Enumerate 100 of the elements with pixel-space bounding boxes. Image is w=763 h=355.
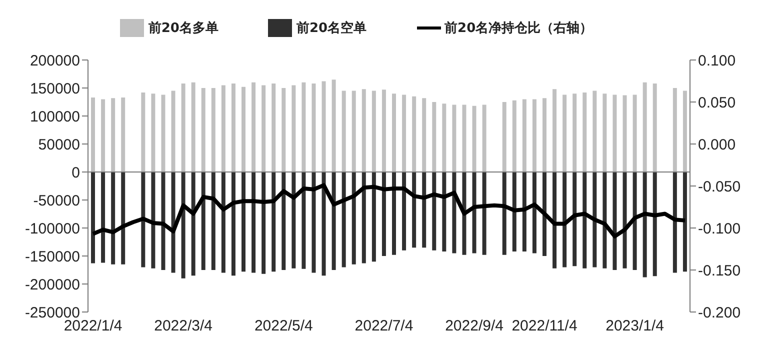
bar bbox=[221, 172, 226, 273]
bar bbox=[462, 104, 466, 172]
bar bbox=[472, 106, 476, 172]
bar bbox=[282, 88, 286, 172]
bar bbox=[632, 172, 637, 270]
bar bbox=[382, 90, 386, 172]
bar bbox=[272, 172, 276, 272]
y2-tick-label: -0.200 bbox=[698, 304, 741, 322]
bar bbox=[171, 90, 176, 172]
bar bbox=[502, 172, 506, 255]
bar bbox=[312, 84, 316, 172]
x-tick-label: 2022/5/4 bbox=[254, 318, 313, 335]
bar bbox=[612, 172, 617, 270]
bar bbox=[462, 172, 466, 255]
bar bbox=[602, 172, 607, 268]
x-tick-label: 2022/11/4 bbox=[512, 318, 578, 335]
bar bbox=[442, 172, 446, 252]
bar bbox=[231, 172, 236, 276]
bar bbox=[332, 172, 336, 270]
bar bbox=[472, 172, 476, 254]
bar bbox=[422, 98, 426, 172]
bar bbox=[282, 172, 286, 270]
bar bbox=[362, 89, 366, 172]
y-tick-label: 100000 bbox=[30, 108, 80, 126]
bar bbox=[141, 172, 146, 268]
bar bbox=[562, 94, 567, 172]
bar bbox=[151, 94, 156, 172]
bar bbox=[392, 94, 396, 172]
y-tick-label: -100000 bbox=[24, 220, 80, 238]
y-tick-label: 50000 bbox=[38, 136, 80, 154]
bar bbox=[482, 172, 486, 255]
bar bbox=[191, 172, 196, 276]
bar bbox=[211, 172, 216, 270]
bar bbox=[552, 172, 557, 268]
bar bbox=[682, 90, 687, 172]
bar bbox=[302, 172, 306, 269]
bar bbox=[121, 98, 126, 172]
bar bbox=[91, 98, 95, 172]
bar bbox=[161, 94, 166, 172]
bar bbox=[111, 172, 116, 264]
bar bbox=[181, 84, 186, 172]
bar bbox=[452, 104, 456, 172]
bar bbox=[542, 172, 546, 256]
bar bbox=[442, 104, 446, 172]
bar bbox=[542, 98, 546, 172]
x-tick-label: 2022/9/4 bbox=[445, 318, 504, 335]
bar bbox=[252, 82, 256, 172]
bar bbox=[171, 172, 176, 273]
bar bbox=[612, 94, 617, 172]
bar bbox=[242, 86, 246, 172]
legend-label: 前20名净持仓比（右轴） bbox=[444, 20, 593, 36]
bar bbox=[262, 172, 266, 274]
y-tick-label: 200000 bbox=[30, 52, 80, 70]
bar bbox=[452, 172, 456, 254]
bar bbox=[161, 172, 166, 270]
y2-tick-label: -0.050 bbox=[698, 178, 741, 196]
y-tick-label: 150000 bbox=[30, 80, 80, 98]
bar bbox=[342, 172, 346, 268]
bar bbox=[642, 82, 647, 172]
y2-tick-label: 0.050 bbox=[698, 94, 736, 112]
bar bbox=[382, 172, 386, 256]
bar bbox=[432, 102, 436, 172]
bar bbox=[672, 172, 677, 273]
bar bbox=[652, 172, 657, 276]
bar bbox=[512, 172, 516, 252]
bar bbox=[562, 172, 567, 268]
bar bbox=[672, 88, 677, 172]
bar bbox=[392, 172, 396, 255]
bar bbox=[682, 172, 687, 272]
bar bbox=[552, 89, 557, 172]
bar bbox=[211, 88, 216, 172]
bar bbox=[191, 82, 196, 172]
bar bbox=[121, 172, 126, 264]
bar bbox=[151, 172, 156, 268]
x-tick-label: 2022/7/4 bbox=[354, 318, 414, 335]
bar bbox=[272, 84, 276, 172]
bar bbox=[352, 90, 356, 172]
bar bbox=[372, 90, 376, 172]
y-tick-label: -150000 bbox=[24, 248, 80, 266]
bar bbox=[292, 172, 296, 268]
bar bbox=[502, 102, 506, 172]
bar bbox=[332, 80, 336, 172]
bar bbox=[412, 96, 416, 172]
bar bbox=[422, 172, 426, 248]
bar bbox=[231, 84, 236, 172]
bar bbox=[622, 95, 627, 172]
bar bbox=[602, 94, 607, 172]
bar bbox=[101, 172, 106, 263]
y-tick-label: 0 bbox=[72, 164, 80, 182]
bar bbox=[312, 172, 316, 273]
bar bbox=[622, 172, 627, 268]
line-series bbox=[91, 183, 687, 238]
bar bbox=[362, 172, 366, 264]
bar bbox=[342, 90, 346, 172]
bar bbox=[432, 172, 436, 250]
y2-tick-label: -0.150 bbox=[698, 262, 741, 280]
bar bbox=[522, 172, 526, 252]
bar bbox=[572, 94, 577, 172]
bar bbox=[141, 92, 146, 172]
bar bbox=[322, 172, 326, 276]
